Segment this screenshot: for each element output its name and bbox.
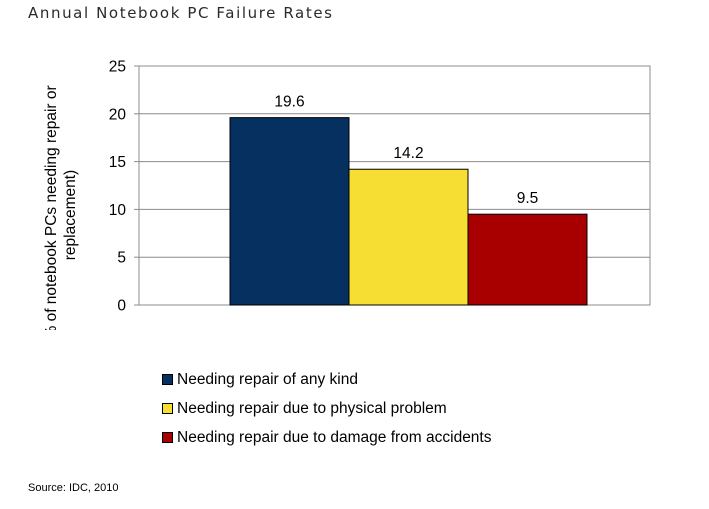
y-tick-label-0: 0 bbox=[117, 298, 126, 315]
y-tick-label-15: 15 bbox=[109, 154, 126, 171]
y-axis-label-line-1: (% of notebook PCs needing repair or bbox=[43, 85, 60, 330]
legend-label-accident-damage: Needing repair due to damage from accide… bbox=[177, 428, 492, 446]
legend-swatch-any-repair bbox=[162, 374, 173, 385]
legend-item-accident-damage: Needing repair due to damage from accide… bbox=[162, 423, 492, 452]
y-tick-label-20: 20 bbox=[109, 106, 127, 123]
legend-swatch-physical-problem bbox=[162, 403, 173, 414]
legend-swatch-accident-damage bbox=[162, 432, 173, 443]
data-label-1: 19.6 bbox=[274, 94, 304, 111]
bar-3 bbox=[467, 213, 588, 306]
page-title: Annual Notebook PC Failure Rates bbox=[28, 4, 334, 22]
bar-2 bbox=[348, 168, 469, 306]
y-axis-label: (% of notebook PCs needing repair or rep… bbox=[43, 85, 79, 330]
plot-area: 0 5 10 15 20 25 19.6 14.2 9.5 bbox=[109, 59, 651, 315]
legend-label-physical-problem: Needing repair due to physical problem bbox=[177, 399, 447, 417]
y-tick-label-25: 25 bbox=[109, 59, 126, 76]
bar-1 bbox=[229, 117, 350, 306]
y-tick-label-10: 10 bbox=[109, 202, 127, 219]
legend-item-physical-problem: Needing repair due to physical problem bbox=[162, 394, 492, 423]
legend-item-any-repair: Needing repair of any kind bbox=[162, 365, 492, 394]
legend: Needing repair of any kind Needing repai… bbox=[162, 365, 492, 452]
y-axis-label-line-2: replacement) bbox=[62, 170, 79, 260]
legend-label-any-repair: Needing repair of any kind bbox=[177, 370, 358, 388]
source-note: Source: IDC, 2010 bbox=[28, 482, 119, 494]
data-label-3: 9.5 bbox=[517, 190, 539, 207]
bar-chart: (% of notebook PCs needing repair or rep… bbox=[43, 59, 651, 330]
data-label-2: 14.2 bbox=[393, 145, 423, 162]
y-tick-label-5: 5 bbox=[117, 250, 126, 267]
